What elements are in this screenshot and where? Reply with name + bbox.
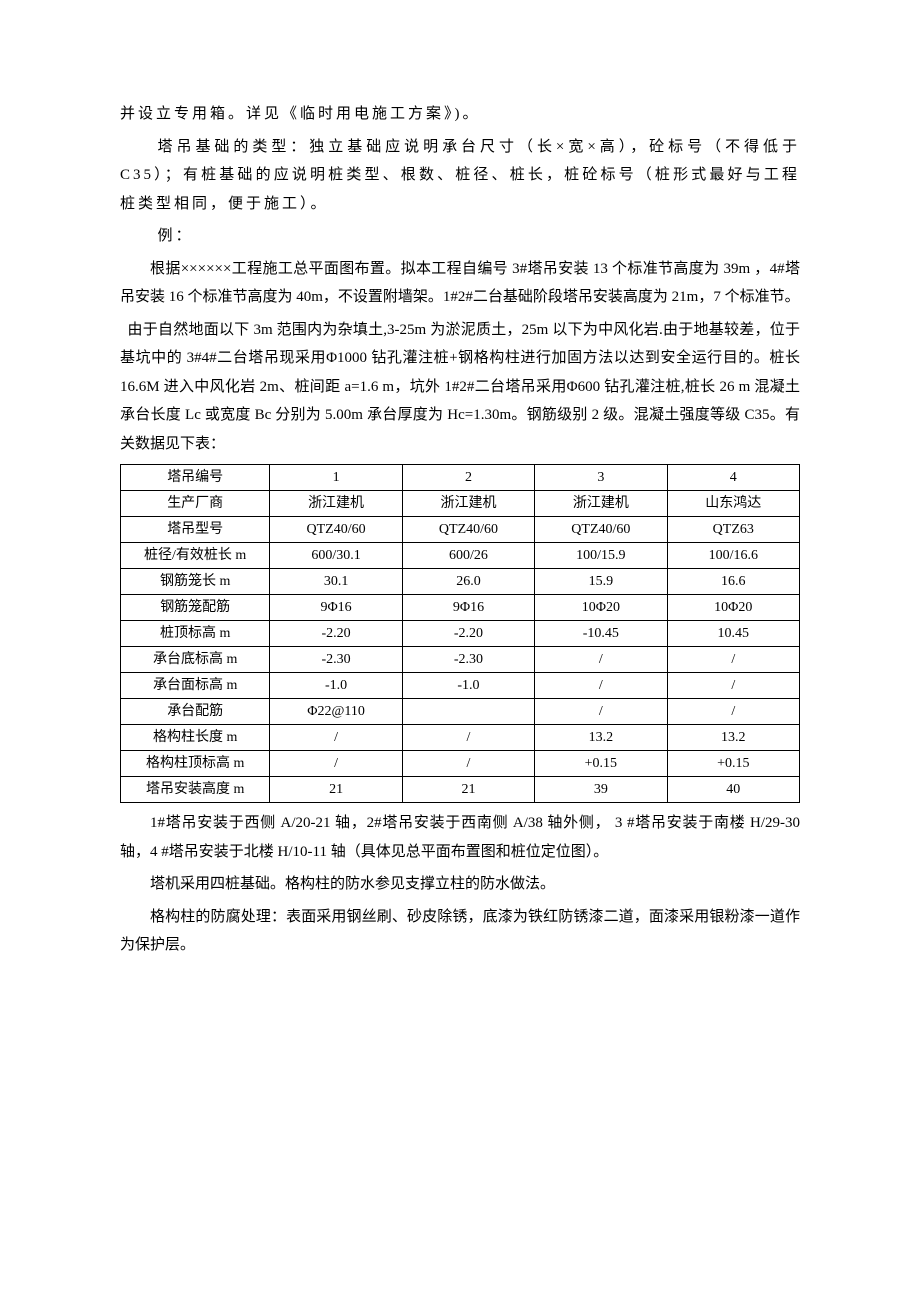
table-row: 承台底标高 m -2.30 -2.30 / / bbox=[121, 647, 800, 673]
table-cell: 钢筋笼长 m bbox=[121, 569, 270, 595]
paragraph-3: 例： bbox=[120, 222, 800, 251]
table-cell: 9Φ16 bbox=[402, 595, 534, 621]
table-cell: / bbox=[667, 647, 799, 673]
paragraph-2: 塔吊基础的类型：独立基础应说明承台尺寸（长×宽×高），砼标号（不得低于 C35）… bbox=[120, 133, 800, 219]
table-cell: / bbox=[535, 647, 667, 673]
table-cell: -1.0 bbox=[402, 673, 534, 699]
table-cell: 山东鸿达 bbox=[667, 491, 799, 517]
table-cell: 承台面标高 m bbox=[121, 673, 270, 699]
table-cell: -10.45 bbox=[535, 621, 667, 647]
table-row: 格构柱顶标高 m / / +0.15 +0.15 bbox=[121, 751, 800, 777]
table-cell: 21 bbox=[402, 777, 534, 803]
table-cell: -2.30 bbox=[270, 647, 402, 673]
table-cell: / bbox=[402, 751, 534, 777]
table-header-cell: 3 bbox=[535, 465, 667, 491]
table-cell: / bbox=[535, 673, 667, 699]
table-cell: QTZ40/60 bbox=[402, 517, 534, 543]
table-cell: / bbox=[402, 725, 534, 751]
table-cell: 600/26 bbox=[402, 543, 534, 569]
paragraph-6: 1#塔吊安装于西侧 A/20-21 轴，2#塔吊安装于西南侧 A/38 轴外侧，… bbox=[120, 809, 800, 866]
table-cell: / bbox=[667, 673, 799, 699]
table-cell: QTZ40/60 bbox=[535, 517, 667, 543]
table-row: 桩径/有效桩长 m 600/30.1 600/26 100/15.9 100/1… bbox=[121, 543, 800, 569]
paragraph-4: 根据××××××工程施工总平面图布置。拟本工程自编号 3#塔吊安装 13 个标准… bbox=[120, 255, 800, 312]
table-cell bbox=[402, 699, 534, 725]
table-row: 生产厂商 浙江建机 浙江建机 浙江建机 山东鸿达 bbox=[121, 491, 800, 517]
table-cell: 钢筋笼配筋 bbox=[121, 595, 270, 621]
table-cell: QTZ40/60 bbox=[270, 517, 402, 543]
table-header-cell: 2 bbox=[402, 465, 534, 491]
table-cell: -2.20 bbox=[402, 621, 534, 647]
table-row: 塔吊安装高度 m 21 21 39 40 bbox=[121, 777, 800, 803]
table-cell: 浙江建机 bbox=[270, 491, 402, 517]
table-cell: 600/30.1 bbox=[270, 543, 402, 569]
paragraph-1: 并设立专用箱。详见《临时用电施工方案》)。 bbox=[120, 100, 800, 129]
table-header-cell: 塔吊编号 bbox=[121, 465, 270, 491]
table-cell: 39 bbox=[535, 777, 667, 803]
table-cell: 100/16.6 bbox=[667, 543, 799, 569]
table-cell: / bbox=[667, 699, 799, 725]
table-cell: 生产厂商 bbox=[121, 491, 270, 517]
table-cell: 13.2 bbox=[535, 725, 667, 751]
table-cell: / bbox=[535, 699, 667, 725]
table-cell: 桩径/有效桩长 m bbox=[121, 543, 270, 569]
table-cell: 13.2 bbox=[667, 725, 799, 751]
table-cell: 16.6 bbox=[667, 569, 799, 595]
table-cell: 9Φ16 bbox=[270, 595, 402, 621]
table-row: 塔吊型号 QTZ40/60 QTZ40/60 QTZ40/60 QTZ63 bbox=[121, 517, 800, 543]
table-cell: 10.45 bbox=[667, 621, 799, 647]
table-cell: 浙江建机 bbox=[402, 491, 534, 517]
table-row: 承台面标高 m -1.0 -1.0 / / bbox=[121, 673, 800, 699]
table-cell: 40 bbox=[667, 777, 799, 803]
paragraph-7: 塔机采用四桩基础。格构柱的防水参见支撑立柱的防水做法。 bbox=[120, 870, 800, 899]
table-cell: Φ22@110 bbox=[270, 699, 402, 725]
table-cell: 格构柱顶标高 m bbox=[121, 751, 270, 777]
table-cell: 26.0 bbox=[402, 569, 534, 595]
table-cell: -2.30 bbox=[402, 647, 534, 673]
table-header-cell: 4 bbox=[667, 465, 799, 491]
table-cell: 承台配筋 bbox=[121, 699, 270, 725]
table-cell: 21 bbox=[270, 777, 402, 803]
table-row: 钢筋笼配筋 9Φ16 9Φ16 10Φ20 10Φ20 bbox=[121, 595, 800, 621]
table-cell: 10Φ20 bbox=[667, 595, 799, 621]
table-header-row: 塔吊编号 1 2 3 4 bbox=[121, 465, 800, 491]
table-header-cell: 1 bbox=[270, 465, 402, 491]
table-cell: / bbox=[270, 725, 402, 751]
table-cell: -1.0 bbox=[270, 673, 402, 699]
table-cell: 桩顶标高 m bbox=[121, 621, 270, 647]
table-row: 格构柱长度 m / / 13.2 13.2 bbox=[121, 725, 800, 751]
table-cell: QTZ63 bbox=[667, 517, 799, 543]
table-cell: 10Φ20 bbox=[535, 595, 667, 621]
table-cell: 承台底标高 m bbox=[121, 647, 270, 673]
paragraph-5: 由于自然地面以下 3m 范围内为杂填土,3-25m 为淤泥质土，25m 以下为中… bbox=[120, 316, 800, 459]
table-row: 承台配筋 Φ22@110 / / bbox=[121, 699, 800, 725]
tower-crane-data-table: 塔吊编号 1 2 3 4 生产厂商 浙江建机 浙江建机 浙江建机 山东鸿达 塔吊… bbox=[120, 464, 800, 803]
table-cell: 100/15.9 bbox=[535, 543, 667, 569]
table-cell: 格构柱长度 m bbox=[121, 725, 270, 751]
table-cell: +0.15 bbox=[535, 751, 667, 777]
table-cell: 15.9 bbox=[535, 569, 667, 595]
table-row: 桩顶标高 m -2.20 -2.20 -10.45 10.45 bbox=[121, 621, 800, 647]
table-cell: +0.15 bbox=[667, 751, 799, 777]
table-cell: 塔吊型号 bbox=[121, 517, 270, 543]
table-row: 钢筋笼长 m 30.1 26.0 15.9 16.6 bbox=[121, 569, 800, 595]
table-cell: / bbox=[270, 751, 402, 777]
table-cell: 30.1 bbox=[270, 569, 402, 595]
table-cell: 浙江建机 bbox=[535, 491, 667, 517]
table-cell: 塔吊安装高度 m bbox=[121, 777, 270, 803]
table-cell: -2.20 bbox=[270, 621, 402, 647]
paragraph-8: 格构柱的防腐处理：表面采用钢丝刷、砂皮除锈，底漆为铁红防锈漆二道，面漆采用银粉漆… bbox=[120, 903, 800, 960]
